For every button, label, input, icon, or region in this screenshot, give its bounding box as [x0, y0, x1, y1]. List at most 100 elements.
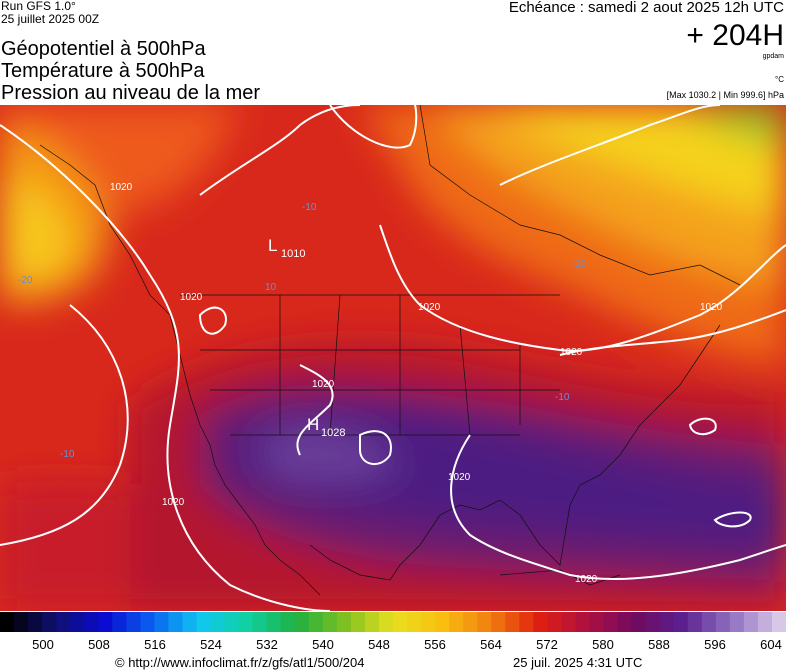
color-swatch	[435, 612, 450, 632]
color-swatch	[322, 612, 338, 632]
color-swatch	[266, 612, 282, 632]
isobar-label: 1020	[700, 302, 723, 313]
color-swatch	[140, 612, 155, 632]
color-swatch	[421, 612, 436, 632]
color-scale-label: 540	[312, 637, 334, 652]
weather-map: L 1010 H 1028 1020 1020 1020 1020 1020 1…	[0, 105, 786, 611]
color-swatch	[252, 612, 268, 632]
color-swatch	[294, 612, 310, 632]
color-swatch	[336, 612, 352, 632]
color-swatch	[280, 612, 296, 632]
color-swatch	[378, 612, 394, 632]
color-swatch	[449, 612, 464, 632]
color-scale-label: 532	[256, 637, 278, 652]
color-scale-label: 556	[424, 637, 446, 652]
color-swatch	[673, 612, 689, 632]
color-scale-label: 524	[200, 637, 222, 652]
temperature-field	[0, 105, 786, 611]
color-swatch	[715, 612, 731, 632]
isobar-label: 1020	[180, 292, 203, 303]
temperature-label: -20	[572, 259, 587, 270]
lead-time: + 204H	[686, 19, 784, 52]
color-scale-label: 596	[704, 637, 726, 652]
color-swatch	[126, 612, 141, 632]
high-pressure-symbol: H	[307, 415, 319, 434]
isobar-label: 1020	[560, 347, 583, 358]
color-swatch	[771, 612, 786, 632]
color-swatch	[575, 612, 590, 632]
color-swatch	[533, 612, 548, 632]
source-url: © http://www.infoclimat.fr/z/gfs/atl1/50…	[115, 655, 365, 670]
color-swatch	[168, 612, 183, 632]
color-swatch	[393, 612, 408, 632]
unit-geopotential: gpdam	[762, 53, 784, 60]
color-scale-label: 604	[760, 637, 782, 652]
map-title: Géopotentiel à 500hPa	[1, 38, 206, 60]
color-swatch	[687, 612, 703, 632]
color-swatch	[154, 612, 169, 632]
color-swatch	[617, 612, 633, 632]
temperature-label: 10	[265, 282, 277, 293]
color-swatch	[645, 612, 661, 632]
color-swatch	[238, 612, 254, 632]
color-swatch	[659, 612, 675, 632]
color-swatch	[589, 612, 605, 632]
color-swatch	[757, 612, 773, 632]
color-scale-label: 548	[368, 637, 390, 652]
high-pressure-value: 1028	[321, 427, 345, 439]
color-swatch	[98, 612, 113, 632]
isobar-label: 1020	[162, 497, 185, 508]
isobar-label: 1020	[575, 574, 598, 585]
color-swatch	[56, 612, 71, 632]
temperature-label: -10	[555, 392, 570, 403]
generated-time: 25 juil. 2025 4:31 UTC	[513, 655, 643, 670]
color-swatch	[477, 612, 492, 632]
isobar-label: 1020	[312, 379, 335, 390]
isobars	[0, 105, 786, 611]
color-scale-label: 588	[648, 637, 670, 652]
color-swatch	[14, 612, 29, 632]
color-swatch	[407, 612, 422, 632]
color-swatch	[729, 612, 745, 632]
valid-time: Echéance : samedi 2 aout 2025 12h UTC	[508, 0, 784, 16]
map-title: Pression au niveau de la mer	[1, 82, 261, 104]
color-swatch	[196, 612, 212, 632]
low-pressure-symbol: L	[268, 236, 277, 255]
color-swatch	[84, 612, 99, 632]
color-swatch	[743, 612, 759, 632]
map-title: Température à 500hPa	[1, 60, 205, 82]
color-swatch	[505, 612, 520, 632]
color-scale-label: 572	[536, 637, 558, 652]
map-annotations: L 1010 H 1028 1020 1020 1020 1020 1020 1…	[18, 182, 723, 585]
color-swatch	[463, 612, 478, 632]
color-swatch	[631, 612, 647, 632]
isobar-label: 1020	[448, 472, 471, 483]
color-swatch	[547, 612, 562, 632]
run-date: 25 juillet 2025 00Z	[1, 12, 100, 26]
color-swatch	[42, 612, 57, 632]
temperature-label: -20	[18, 275, 33, 286]
color-scale-label: 580	[592, 637, 614, 652]
color-swatch	[70, 612, 85, 632]
color-swatch	[561, 612, 576, 632]
color-scale-label: 500	[32, 637, 54, 652]
pressure-range: [Max 1030.2 | Min 999.6] hPa	[666, 90, 784, 100]
isobar-label: 1020	[110, 182, 133, 193]
run-label: Run GFS 1.0°	[1, 0, 76, 13]
color-swatch	[519, 612, 534, 632]
color-swatch	[701, 612, 717, 632]
color-swatch	[182, 612, 197, 632]
color-swatch	[28, 612, 43, 632]
isobar-label: 1020	[418, 302, 441, 313]
color-scale-label: 564	[480, 637, 502, 652]
temperature-label: -10	[302, 202, 317, 213]
color-scale-label: 516	[144, 637, 166, 652]
coastlines	[39, 105, 741, 596]
color-swatch	[0, 612, 15, 632]
color-swatch	[364, 612, 380, 632]
color-swatch	[112, 612, 127, 632]
temperature-label: -10	[60, 449, 75, 460]
color-swatch	[603, 612, 619, 632]
color-scale: 500 508 516 524 532 540 548 556 564 572 580 588 596 6…	[0, 612, 786, 652]
